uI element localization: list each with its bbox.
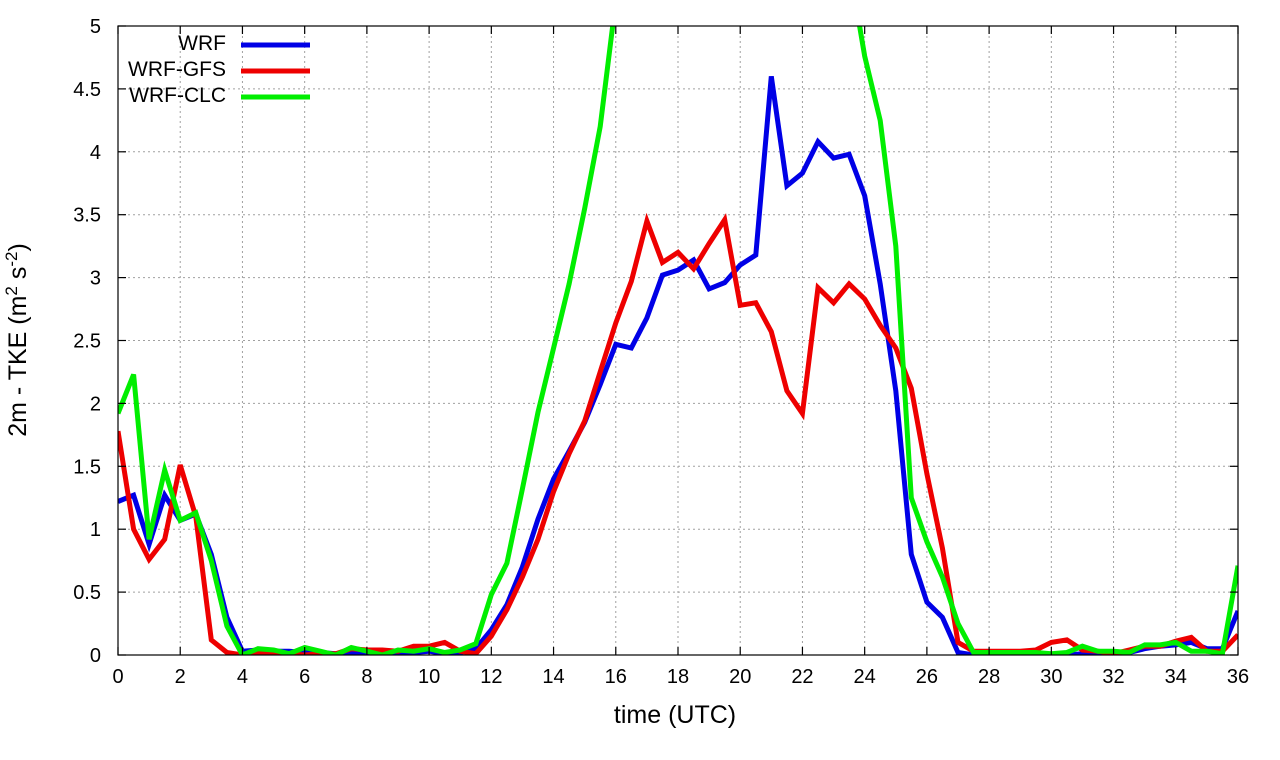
series-line-wrf-gfs [118, 212, 1238, 655]
y-axis-title-sup2: -2 [2, 252, 21, 267]
x-tick-label: 22 [791, 666, 813, 688]
x-axis-title: time (UTC) [614, 701, 736, 729]
x-tick-label: 34 [1165, 666, 1187, 688]
x-tick-label: 36 [1227, 666, 1249, 688]
x-tick-label: 0 [112, 666, 123, 688]
y-tick-label: 0.5 [73, 582, 101, 604]
y-axis-title-end: ) [4, 243, 32, 251]
y-tick-label: 4 [90, 142, 101, 164]
y-axis-title: 2m - TKE (m2 s-2) [2, 243, 32, 437]
y-tick-label: 2.5 [73, 331, 101, 353]
series-line-wrf [118, 75, 1238, 655]
y-tick-label: 1.5 [73, 456, 101, 478]
legend-label-wrf-clc: WRF-CLC [129, 84, 226, 107]
y-tick-label: 4.5 [73, 79, 101, 101]
x-tick-label: 14 [542, 666, 564, 688]
y-axis-tick-labels: 0 0.5 1 1.5 2 2.5 3 3.5 4 4.5 5 [73, 16, 101, 667]
x-tick-label: 32 [1102, 666, 1124, 688]
x-tick-label: 26 [916, 666, 938, 688]
x-tick-label: 10 [418, 666, 440, 688]
legend-label-wrf-gfs: WRF-GFS [128, 58, 226, 81]
y-axis-title-mid: s [4, 267, 32, 286]
x-tick-label: 30 [1040, 666, 1062, 688]
y-axis-title-sup1: 2 [2, 286, 21, 295]
y-axis-title-main: 2m - TKE (m [4, 296, 32, 437]
grid [118, 26, 1238, 655]
x-tick-label: 24 [854, 666, 876, 688]
x-tick-label: 2 [175, 666, 186, 688]
series-line-wrf-clc [118, 26, 1238, 655]
y-tick-label: 5 [90, 16, 101, 38]
y-tick-label: 1 [90, 519, 101, 541]
x-axis-tick-labels: 0 2 4 6 8 10 12 14 16 18 20 22 24 26 28 30 32 34 36 [112, 666, 1249, 688]
x-tick-label: 6 [299, 666, 310, 688]
x-tick-label: 8 [361, 666, 372, 688]
x-tick-label: 28 [978, 666, 1000, 688]
y-tick-label: 3.5 [73, 205, 101, 227]
legend: WRF WRF-GFS WRF-CLC [128, 32, 310, 107]
y-tick-label: 2 [90, 393, 101, 415]
x-tick-label: 18 [667, 666, 689, 688]
x-tick-label: 4 [237, 666, 248, 688]
y-tick-label: 0 [90, 645, 101, 667]
legend-label-wrf: WRF [178, 32, 226, 55]
x-tick-label: 16 [605, 666, 627, 688]
axis-ticks [117, 25, 1239, 656]
x-tick-label: 20 [729, 666, 751, 688]
y-tick-label: 3 [90, 268, 101, 290]
x-tick-label: 12 [480, 666, 502, 688]
